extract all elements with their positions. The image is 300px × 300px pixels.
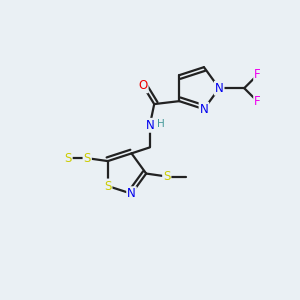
Text: O: O bbox=[138, 79, 148, 92]
Text: S: S bbox=[64, 152, 72, 165]
Text: F: F bbox=[254, 95, 261, 108]
Text: S: S bbox=[104, 179, 112, 193]
Text: F: F bbox=[254, 68, 261, 81]
Text: N: N bbox=[215, 82, 224, 95]
Text: H: H bbox=[157, 119, 165, 129]
Text: S: S bbox=[83, 152, 91, 165]
Text: N: N bbox=[200, 103, 208, 116]
Text: N: N bbox=[127, 187, 136, 200]
Text: N: N bbox=[146, 119, 154, 132]
Text: S: S bbox=[163, 170, 170, 183]
